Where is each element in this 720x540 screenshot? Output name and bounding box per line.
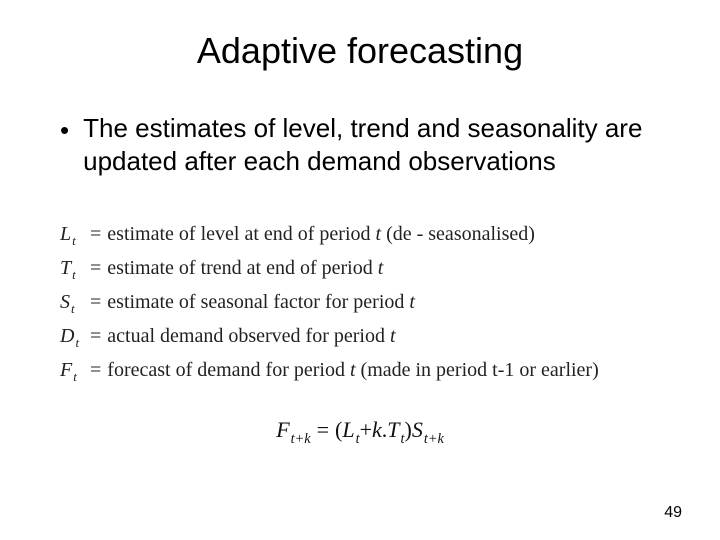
formula-S-sub: t+k: [424, 431, 444, 448]
formula-T: T: [387, 417, 399, 443]
definition-row: Tt = estimate of trend at end of period …: [60, 251, 670, 285]
definition-row: Lt = estimate of level at end of period …: [60, 217, 670, 251]
equals-sign: =: [90, 353, 101, 387]
symbol: St: [60, 285, 86, 319]
symbol: Tt: [60, 251, 86, 285]
formula-L-sub: t: [356, 431, 360, 448]
formula: Ft+k = ( Lt + k. Tt ) St+k: [50, 417, 670, 443]
formula-equals: =: [317, 417, 329, 443]
equals-sign: =: [90, 285, 101, 319]
definition-row: St = estimate of seasonal factor for per…: [60, 285, 670, 319]
symbol: Lt: [60, 217, 86, 251]
symbol: Ft: [60, 353, 86, 387]
equals-sign: =: [90, 217, 101, 251]
bullet-marker: •: [60, 114, 69, 147]
definition-text: estimate of trend at end of period t: [107, 251, 383, 285]
bullet-block: • The estimates of level, trend and seas…: [60, 112, 670, 177]
formula-plus: +: [360, 417, 372, 443]
equals-sign: =: [90, 319, 101, 353]
formula-S: S: [412, 417, 423, 443]
definition-row: Ft = forecast of demand for period t (ma…: [60, 353, 670, 387]
formula-k: k: [372, 417, 382, 443]
equals-sign: =: [90, 251, 101, 285]
bullet-item: • The estimates of level, trend and seas…: [60, 112, 670, 177]
symbol: Dt: [60, 319, 86, 353]
formula-close: ): [405, 417, 412, 443]
page-number: 49: [664, 504, 682, 522]
definition-row: Dt = actual demand observed for period t: [60, 319, 670, 353]
bullet-text: The estimates of level, trend and season…: [83, 112, 670, 177]
definition-text: forecast of demand for period t (made in…: [107, 353, 598, 387]
page-title: Adaptive forecasting: [50, 30, 670, 72]
definitions-list: Lt = estimate of level at end of period …: [60, 217, 670, 387]
definition-text: actual demand observed for period t: [107, 319, 395, 353]
formula-lhs-symbol: F: [276, 417, 289, 443]
formula-lhs-sub: t+k: [291, 431, 311, 448]
slide: Adaptive forecasting • The estimates of …: [0, 0, 720, 540]
formula-T-sub: t: [401, 431, 405, 448]
formula-L: L: [342, 417, 354, 443]
definition-text: estimate of seasonal factor for period t: [107, 285, 415, 319]
definition-text: estimate of level at end of period t (de…: [107, 217, 535, 251]
